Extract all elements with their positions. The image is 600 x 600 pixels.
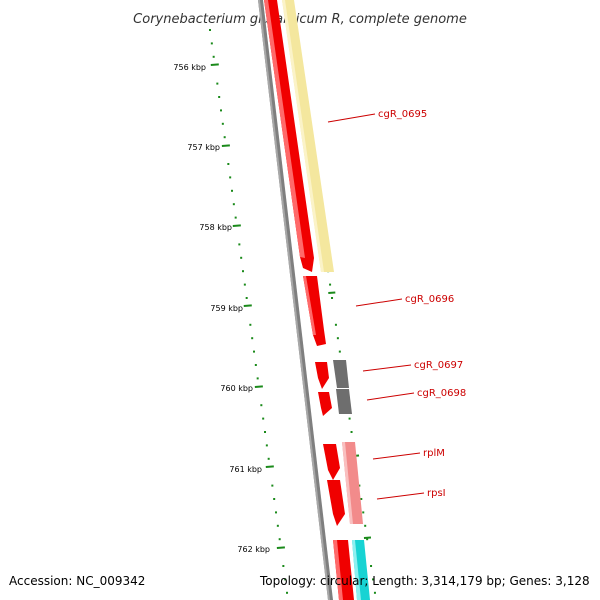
tick-dot [360,498,363,500]
major-tick [254,385,263,388]
major-tick [232,224,241,227]
tick-dot [221,122,224,125]
gene-label-cgR_0696[interactable]: cgR_0696 [405,294,454,305]
tick-dot [227,163,230,165]
tick-dot [264,431,267,433]
tick-dot [232,203,235,206]
tick-dot [249,323,252,326]
tick-dot [373,591,376,594]
tick-dot [240,256,243,259]
tick-dot [278,538,281,541]
tick-label-759: 759 kbp [210,304,243,313]
tick-dot [262,417,265,420]
tick-dot [362,511,365,514]
tick-dot [212,55,215,58]
outer-major-tick [328,291,336,294]
tick-dot [243,283,246,286]
tick-dot [358,484,361,487]
tick-dot [229,176,232,179]
tick-label-756: 756 kbp [173,63,206,72]
tick-dot [256,377,259,380]
tick-dot [251,337,254,340]
tick-dot [284,578,287,581]
gene-arrow-cgR_0698-gray[interactable] [336,389,352,414]
tick-dot [254,364,257,366]
tick-dot [331,297,334,299]
gene-arrow-cgR_0698[interactable] [318,392,332,416]
tick-dot [223,136,226,139]
gene-arrow-pink[interactable] [342,442,363,524]
tick-dot [209,29,211,31]
gene-arrow-cgR_0696[interactable] [303,276,326,346]
tick-dot [242,270,245,273]
tick-label-757: 757 kbp [187,143,220,152]
tick-dot [245,297,248,299]
tick-dot [275,511,278,514]
backbone [258,0,333,600]
tick-dot [372,578,375,581]
gene-arrow-rpsI[interactable] [327,480,345,526]
tick-dot [220,109,223,112]
tick-label-761: 761 kbp [229,465,262,474]
accession-text: Accession: NC_009342 [9,574,146,588]
tick-dot [286,591,289,594]
tick-dot [260,404,263,407]
gene-label-cgR_0695[interactable]: cgR_0695 [378,109,427,120]
gene-track-yellow[interactable] [282,0,334,272]
tick-dot [267,457,270,460]
tick-label-762: 762 kbp [237,545,270,554]
tick-dot [348,417,351,420]
gene-arrow-cgR_0697[interactable] [315,362,329,389]
tick-dot [265,444,268,447]
tick-label-760: 760 kbp [220,384,253,393]
tick-label-758: 758 kbp [199,223,232,232]
gene-label-rplM[interactable]: rplM [423,448,445,459]
tick-dot [231,189,234,192]
tick-dot [238,243,241,246]
topology-text: Topology: circular; Length: 3,314,179 bp… [260,574,590,588]
gene-arrow-bottom-red[interactable] [333,540,354,600]
outer-major-tick [363,536,372,539]
major-tick [265,465,274,468]
tick-dot [370,565,373,567]
major-tick [221,144,230,147]
tick-dot [210,42,213,45]
tick-dot [336,337,339,340]
tick-dot [329,283,332,286]
gene-leader-lines [327,113,425,500]
tick-dot [364,524,367,527]
map-title: Corynebacterium glutamicum R, complete g… [133,12,467,27]
gene-label-rpsI[interactable]: rpsI [427,488,446,499]
tick-dot [218,96,221,98]
tick-dot [253,350,256,353]
gene-arrow-cgR_0695[interactable] [264,0,314,272]
tick-dot [271,484,274,487]
gene-arrow-cgR_0697-gray[interactable] [333,360,349,388]
gene-labels: cgR_0695 cgR_0696 cgR_0697 cgR_0698 rplM… [378,109,466,499]
tick-dot [282,565,285,567]
tick-dot [216,82,219,85]
gene-label-cgR_0698[interactable]: cgR_0698 [417,388,466,399]
major-tick [210,63,219,66]
gene-arrow-bottom-cyan[interactable] [352,540,370,600]
major-tick [276,546,285,549]
tick-dot [350,431,353,433]
tick-dot [234,216,237,219]
tick-dot [273,498,276,500]
tick-dot [338,350,341,353]
gene-arrow-rplM[interactable] [323,444,340,480]
major-tick [243,304,252,307]
tick-dot [334,323,337,326]
gene-label-cgR_0697[interactable]: cgR_0697 [414,360,463,371]
tick-dot [276,524,279,527]
tick-dot [366,538,369,541]
tick-labels: 756 kbp 757 kbp 758 kbp 759 kbp 760 kbp … [173,63,270,554]
